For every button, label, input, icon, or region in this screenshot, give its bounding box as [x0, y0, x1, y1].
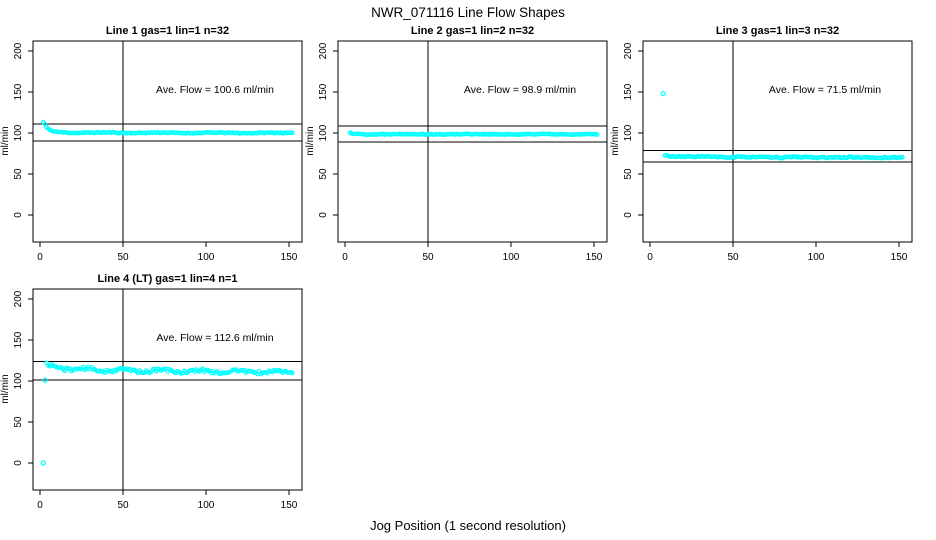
x-tick-label: 100 — [503, 252, 520, 263]
x-tick-label: 100 — [808, 252, 825, 263]
y-tick-label: 0 — [13, 460, 24, 466]
data-point — [140, 370, 146, 376]
y-tick-label: 50 — [13, 168, 24, 180]
y-tick-label: 200 — [318, 42, 329, 59]
figure-title: NWR_071116 Line Flow Shapes — [371, 5, 565, 20]
y-tick-label: 150 — [13, 331, 24, 348]
data-point — [594, 132, 600, 137]
data-point — [288, 130, 294, 136]
y-tick-label: 100 — [623, 124, 634, 141]
y-tick-label: 150 — [13, 83, 24, 100]
x-tick-label: 150 — [891, 252, 908, 263]
data-point — [289, 370, 295, 376]
data-points — [347, 130, 600, 138]
panel-title: Line 1 gas=1 lin=1 n=32 — [106, 25, 229, 37]
y-tick-label: 0 — [318, 212, 329, 218]
outlier-point — [660, 90, 667, 97]
x-tick-label: 150 — [281, 252, 298, 263]
x-tick-label: 0 — [342, 252, 348, 263]
panels-container: Line 1 gas=1 lin=1 n=32 0 50 100 150 0 50 100 15… — [0, 25, 913, 511]
panel-title: Line 2 gas=1 lin=2 n=32 — [411, 25, 534, 37]
y-tick-label: 0 — [623, 212, 634, 218]
y-tick-label: 150 — [623, 83, 634, 100]
avg-flow-annotation: Ave. Flow = 112.6 ml/min — [156, 332, 273, 344]
x-tick-label: 0 — [647, 252, 653, 263]
data-point — [65, 366, 71, 371]
y-tick-label: 0 — [13, 212, 24, 218]
y-tick-label: 200 — [13, 42, 24, 59]
x-tick-label: 0 — [37, 500, 43, 511]
x-tick-label: 100 — [198, 252, 215, 263]
avg-flow-annotation: Ave. Flow = 98.9 ml/min — [464, 84, 576, 96]
outlier-point — [40, 460, 47, 466]
y-tick-label: 100 — [13, 372, 24, 389]
panel-line-1: Line 1 gas=1 lin=1 n=32 0 50 100 150 0 50 100 15… — [0, 25, 303, 263]
y-axis-name: ml/min — [0, 126, 11, 155]
y-tick-label: 150 — [318, 83, 329, 100]
x-tick-label: 0 — [37, 252, 43, 263]
y-tick-label: 200 — [623, 42, 634, 59]
y-tick-label: 200 — [13, 290, 24, 307]
panel-line-2: Line 2 gas=1 lin=2 n=32 0 50 100 150 0 50 100 15… — [305, 25, 608, 263]
x-tick-label: 50 — [727, 252, 739, 263]
outlier-point — [42, 377, 48, 383]
data-point — [899, 154, 905, 160]
panel-title: Line 3 gas=1 lin=3 n=32 — [716, 25, 839, 37]
y-axis-name: ml/min — [610, 126, 621, 155]
x-tick-label: 150 — [281, 500, 298, 511]
plot-box — [32, 40, 303, 243]
data-point — [289, 130, 295, 136]
x-tick-label: 150 — [586, 252, 603, 263]
data-points — [40, 360, 295, 466]
y-axis-name: ml/min — [305, 126, 316, 155]
x-axis-label: Jog Position (1 second resolution) — [370, 518, 566, 533]
y-tick-label: 50 — [13, 416, 24, 428]
x-tick-label: 50 — [422, 252, 434, 263]
x-tick-label: 100 — [198, 500, 215, 511]
x-tick-label: 50 — [117, 500, 129, 511]
y-tick-label: 50 — [318, 168, 329, 180]
data-points — [660, 90, 905, 161]
avg-flow-annotation: Ave. Flow = 71.5 ml/min — [769, 84, 881, 96]
panel-line-3: Line 3 gas=1 lin=3 n=32 0 50 100 150 0 50 100 15… — [610, 25, 913, 263]
plot-box — [642, 40, 913, 243]
plot-box — [32, 288, 303, 491]
panel-line-4-lt: Line 4 (LT) gas=1 lin=4 n=1 0 50 100 150 0 50 1… — [0, 273, 303, 511]
y-tick-label: 100 — [318, 124, 329, 141]
panel-title: Line 4 (LT) gas=1 lin=4 n=1 — [97, 273, 237, 285]
data-point — [57, 365, 63, 370]
y-axis-name: ml/min — [0, 374, 11, 403]
x-tick-label: 50 — [117, 252, 129, 263]
y-tick-label: 100 — [13, 124, 24, 141]
avg-flow-annotation: Ave. Flow = 100.6 ml/min — [156, 84, 274, 96]
y-tick-label: 50 — [623, 168, 634, 180]
data-points — [40, 119, 295, 136]
